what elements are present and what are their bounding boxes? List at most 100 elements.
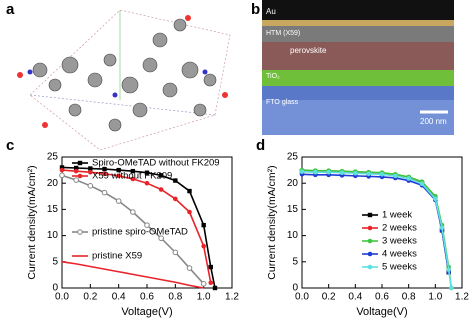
marker [353, 170, 358, 176]
marker [59, 167, 65, 173]
x-axis-label: Voltage(V) [356, 306, 407, 318]
series-line [61, 261, 204, 289]
marker [208, 264, 213, 270]
marker [366, 171, 371, 177]
marker [102, 171, 107, 177]
marker [419, 181, 425, 187]
marker [313, 169, 318, 175]
marker [158, 235, 164, 242]
x-tick-label: 0.0 [55, 292, 69, 303]
marker [201, 243, 206, 249]
marker [130, 168, 136, 174]
marker [173, 196, 178, 202]
x-tick-label: 1.2 [225, 292, 239, 303]
x-tick-label: 0.4 [112, 292, 126, 303]
marker [367, 212, 373, 218]
y-tick-label: 5 [52, 256, 58, 267]
x-tick-label: 1.2 [455, 292, 469, 303]
y-tick-label: 25 [287, 152, 299, 163]
marker [144, 180, 150, 186]
y-tick-label: 0 [292, 283, 298, 294]
legend-label: pristine spiro-OMeTAD [92, 227, 188, 238]
marker [449, 285, 454, 291]
marker [367, 264, 373, 270]
marker [299, 169, 305, 174]
series-line [301, 169, 450, 270]
x-tick-label: 0.6 [140, 292, 154, 303]
marker [130, 176, 136, 182]
marker [326, 169, 331, 175]
x-tick-label: 0.6 [375, 292, 389, 303]
x-tick-label: 1.0 [428, 292, 442, 303]
legend-label: 1 week [382, 210, 412, 221]
marker [208, 280, 214, 286]
legend-label: 3 weeks [382, 236, 417, 247]
marker [87, 183, 94, 189]
crystal-structure [17, 9, 231, 151]
series-line [61, 169, 212, 283]
panel-label: b [251, 1, 260, 18]
legend-label: 4 weeks [382, 249, 417, 260]
marker [77, 160, 83, 166]
marker [367, 251, 373, 257]
marker [88, 166, 93, 171]
x-axis-label: Voltage(V) [121, 306, 172, 318]
marker [393, 173, 398, 179]
marker [101, 189, 108, 196]
marker [116, 167, 121, 173]
marker [73, 177, 79, 183]
sem-label: Au [266, 7, 276, 16]
marker [379, 171, 385, 177]
marker [406, 176, 411, 181]
sem-label: HTM (X59) [266, 30, 300, 37]
y-tick-label: 15 [287, 204, 299, 215]
y-axis-label: Current density(mA/cm²) [266, 165, 278, 279]
marker [158, 187, 164, 192]
scale-bar-label: 200 nm [420, 117, 447, 126]
marker [339, 170, 345, 176]
y-tick-label: 0 [52, 283, 58, 294]
marker [59, 165, 65, 170]
marker [172, 249, 179, 256]
y-axis-label: Current density(mA/cm²) [26, 165, 38, 279]
sem-label: perovskite [290, 46, 327, 55]
marker [433, 196, 438, 202]
marker [439, 225, 445, 231]
marker [59, 172, 65, 179]
marker [73, 165, 79, 171]
marker [187, 209, 192, 215]
y-tick-label: 10 [47, 230, 59, 241]
marker [200, 281, 207, 287]
marker [367, 238, 373, 244]
marker [73, 168, 79, 174]
marker [102, 166, 107, 172]
x-tick-label: 0.8 [402, 292, 416, 303]
marker [144, 170, 150, 175]
legend-label: Spiro-OMeTAD without FK209 [92, 158, 220, 169]
x-tick-label: 1.0 [197, 292, 211, 303]
marker [144, 222, 150, 228]
marker [77, 229, 83, 235]
marker [186, 265, 193, 271]
marker [367, 225, 373, 231]
sem-label: TiO₂ [266, 73, 280, 80]
marker [116, 173, 121, 179]
panel-label: c [6, 137, 14, 154]
series-line [301, 169, 453, 289]
legend-label: 5 weeks [382, 262, 417, 273]
y-tick-label: 10 [287, 230, 299, 241]
marker [115, 198, 122, 204]
sem-label: FTO glass [266, 99, 299, 106]
marker [77, 173, 83, 179]
y-tick-label: 20 [287, 178, 299, 189]
legend-label: 2 weeks [382, 223, 417, 234]
x-tick-label: 0.2 [322, 292, 336, 303]
marker [130, 209, 136, 215]
y-tick-label: 20 [47, 178, 59, 189]
marker [187, 188, 192, 194]
panel-label: a [6, 1, 15, 18]
x-tick-label: 0.8 [168, 292, 182, 303]
marker [446, 267, 451, 272]
x-tick-label: 0.4 [348, 292, 362, 303]
